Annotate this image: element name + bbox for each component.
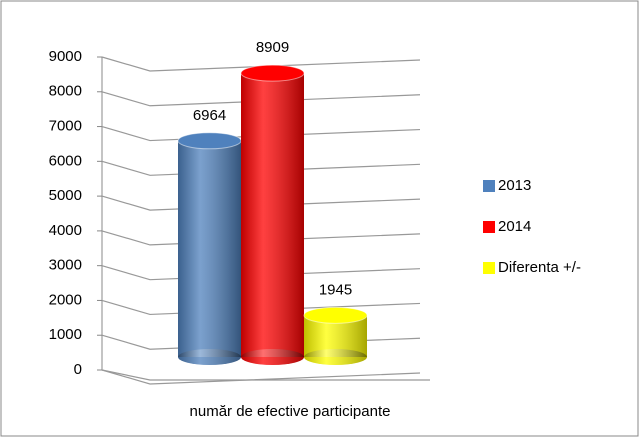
- y-tick-label: 8000: [49, 83, 82, 100]
- bar-bottom-shade: [178, 349, 241, 365]
- bar-bottom-shade: [304, 349, 367, 365]
- grid-line: [101, 56, 421, 72]
- y-tick-label: 0: [74, 361, 82, 378]
- data-label: 8909: [256, 39, 289, 56]
- floor: [101, 369, 430, 381]
- legend-swatch: [483, 262, 495, 274]
- grid-line: [101, 91, 421, 107]
- grid-line: [101, 230, 421, 246]
- bar-bottom-shade: [241, 349, 304, 365]
- y-tick-label: 2000: [49, 291, 82, 308]
- bar-top: [177, 132, 242, 150]
- y-tick-label: 5000: [49, 187, 82, 204]
- legend-swatch: [483, 221, 495, 233]
- data-label: 1945: [319, 281, 352, 298]
- grid-line: [101, 369, 421, 385]
- y-tick-label: 4000: [49, 222, 82, 239]
- x-axis-category: număr de efective participante: [190, 403, 391, 420]
- bar-shade: [178, 140, 241, 357]
- legend-label: Diferenta +/-: [498, 259, 581, 276]
- legend-swatch: [483, 180, 495, 192]
- y-tick-label: 3000: [49, 257, 82, 274]
- legend-label: 2014: [498, 218, 531, 235]
- grid-line: [101, 195, 421, 211]
- y-tick-label: 6000: [49, 152, 82, 169]
- bar-top: [240, 64, 305, 82]
- data-label: 6964: [193, 107, 226, 124]
- legend-label: 2013: [498, 177, 531, 194]
- y-tick-label: 7000: [49, 118, 82, 135]
- bar-shade: [241, 73, 304, 357]
- grid-line: [101, 265, 421, 281]
- y-tick-label: 1000: [49, 326, 82, 343]
- y-tick-label: 9000: [49, 48, 82, 65]
- bar-top: [303, 306, 368, 324]
- grid-line: [101, 160, 421, 176]
- grid-line: [101, 125, 421, 142]
